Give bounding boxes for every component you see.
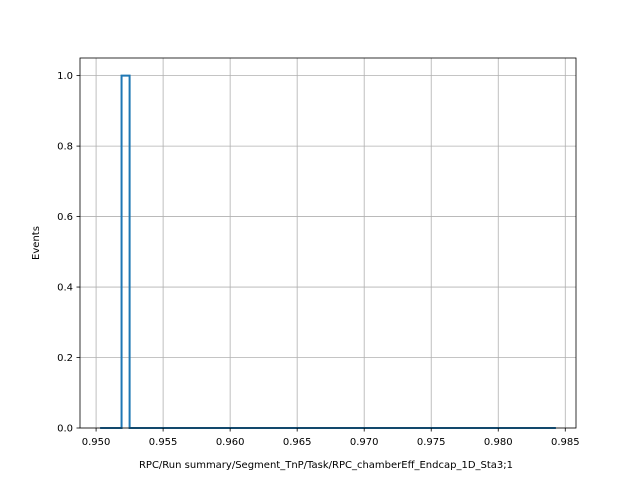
x-tick-label: 0.950 (82, 437, 111, 448)
x-axis-label: RPC/Run summary/Segment_TnP/Task/RPC_cha… (139, 460, 513, 471)
y-tick-label: 0.4 (57, 283, 73, 294)
x-tick-label: 0.960 (216, 437, 245, 448)
plot-frame (79, 57, 577, 429)
x-tick-label: 0.985 (551, 437, 580, 448)
y-tick-label: 0.6 (57, 212, 73, 223)
x-tick-label: 0.975 (417, 437, 446, 448)
y-tick-label: 0.8 (57, 142, 73, 153)
x-tick-label: 0.955 (149, 437, 178, 448)
x-tick-label: 0.970 (350, 437, 379, 448)
y-axis-label: Events (31, 226, 42, 260)
y-tick-label: 0.0 (57, 424, 73, 435)
x-tick-label: 0.965 (283, 437, 312, 448)
y-tick-label: 1.0 (57, 71, 73, 82)
y-tick-label: 0.2 (57, 353, 73, 364)
x-tick-label: 0.980 (484, 437, 513, 448)
tick-layer: 0.950 0.955 0.960 0.965 0.970 0.975 0.980 0.985… (57, 71, 580, 448)
